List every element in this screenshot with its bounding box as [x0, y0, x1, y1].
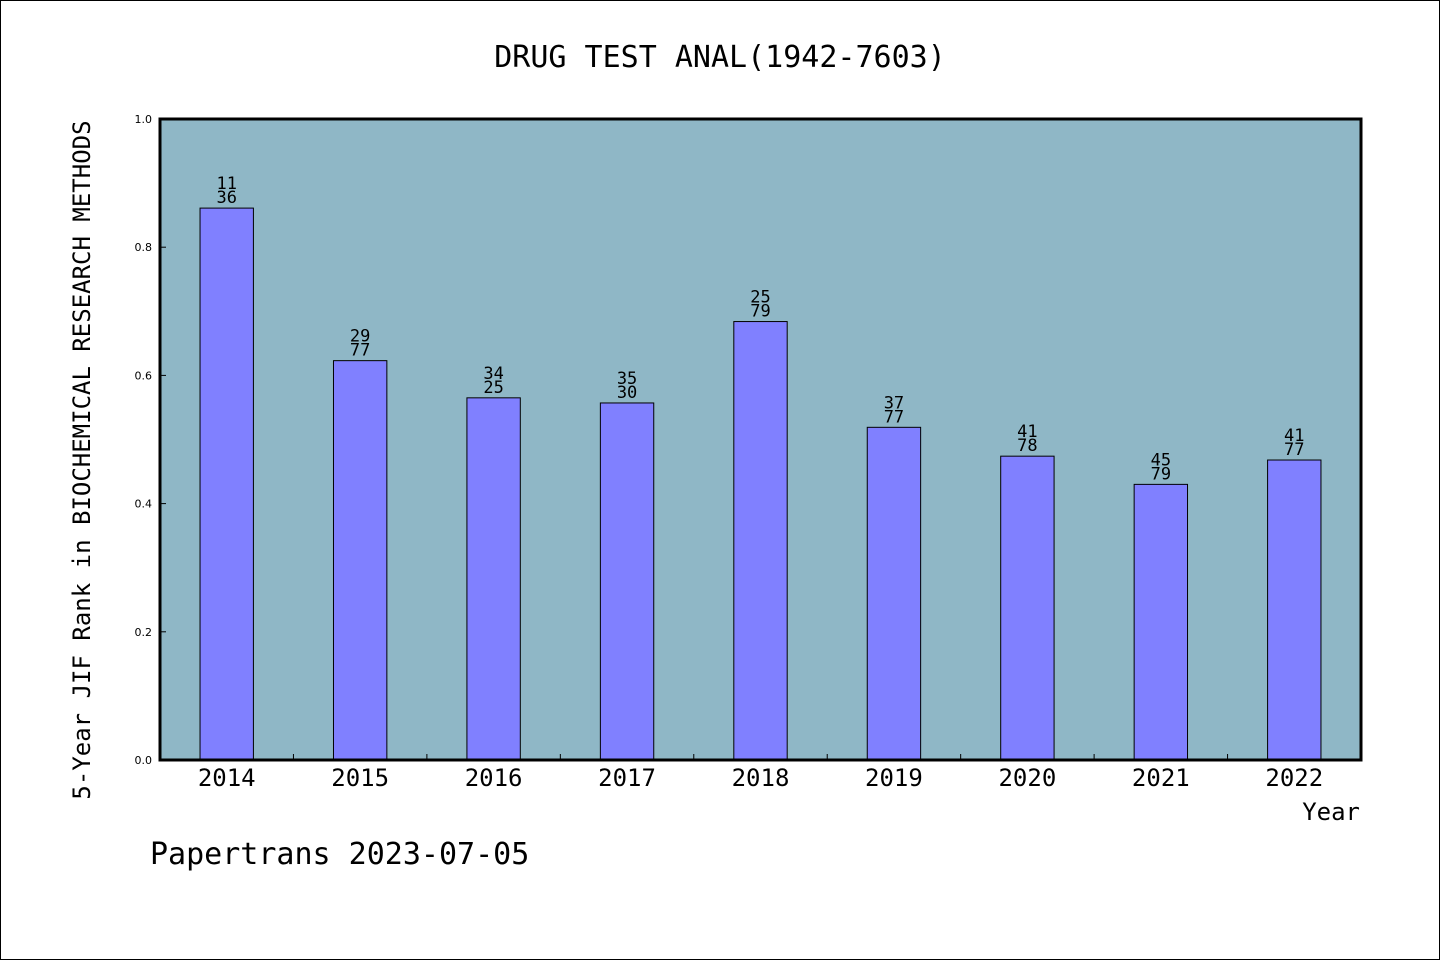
bar-label-bottom: 79: [1151, 464, 1171, 484]
y-tick-label: 1.0: [135, 113, 153, 126]
footer-text: Papertrans 2023-07-05: [150, 837, 529, 872]
plot-border: [158, 117, 1363, 762]
bar: [1133, 483, 1189, 761]
bar-label-top: 41: [1284, 426, 1304, 446]
bar-label-top: 29: [350, 327, 370, 347]
y-tick-label: 0.4: [135, 498, 153, 511]
y-tick-label: 0.2: [135, 626, 153, 639]
x-axis: 2014 2015 2016 2017 2018 2019 2020 2021 2022: [198, 754, 1323, 792]
y-axis-label: 5-Year JIF Rank in BIOCHEMICAL RESEARCH …: [68, 120, 96, 799]
chart-title: DRUG TEST ANAL(1942-7603): [494, 40, 946, 75]
bar-label-bottom: 25: [483, 378, 503, 398]
bar-label-bottom: 79: [750, 302, 770, 322]
bar-label-top: 45: [1151, 450, 1171, 470]
bar: [1000, 455, 1055, 761]
bar-label-bottom: 77: [884, 407, 904, 427]
x-axis-label: Year: [1302, 798, 1360, 826]
bar-label-bottom: 36: [216, 188, 236, 208]
x-tick-label: 2022: [1265, 764, 1323, 792]
bar-label-top: 25: [750, 288, 770, 308]
bar-label-top: 11: [216, 174, 236, 194]
x-tick-label: 2019: [865, 764, 923, 792]
bar: [332, 360, 388, 761]
bar: [466, 397, 521, 761]
y-tick-label: 0.0: [135, 754, 153, 767]
bar-label-bottom: 30: [617, 383, 637, 403]
bar: [199, 207, 254, 761]
x-tick-label: 2015: [331, 764, 389, 792]
bar-label-bottom: 77: [1284, 440, 1304, 460]
bar: [1267, 459, 1322, 761]
x-tick-label: 2021: [1132, 764, 1190, 792]
bar-label-bottom: 78: [1017, 436, 1037, 456]
bar-series: [199, 207, 1322, 761]
bar-label-top: 37: [884, 393, 904, 413]
bar-label-top: 35: [617, 369, 637, 389]
x-tick-label: 2016: [465, 764, 523, 792]
y-tick-label: 0.8: [135, 241, 153, 254]
bar-label-top: 34: [483, 364, 503, 384]
bar: [599, 402, 655, 761]
bar: [733, 321, 788, 761]
x-tick-label: 2020: [998, 764, 1056, 792]
x-tick-label: 2017: [598, 764, 656, 792]
bar-label-top: 41: [1017, 422, 1037, 442]
y-tick-label: 0.6: [135, 369, 153, 382]
bar: [866, 426, 922, 761]
bar-label-bottom: 77: [350, 341, 370, 361]
x-tick-label: 2014: [198, 764, 256, 792]
x-tick-label: 2018: [732, 764, 790, 792]
